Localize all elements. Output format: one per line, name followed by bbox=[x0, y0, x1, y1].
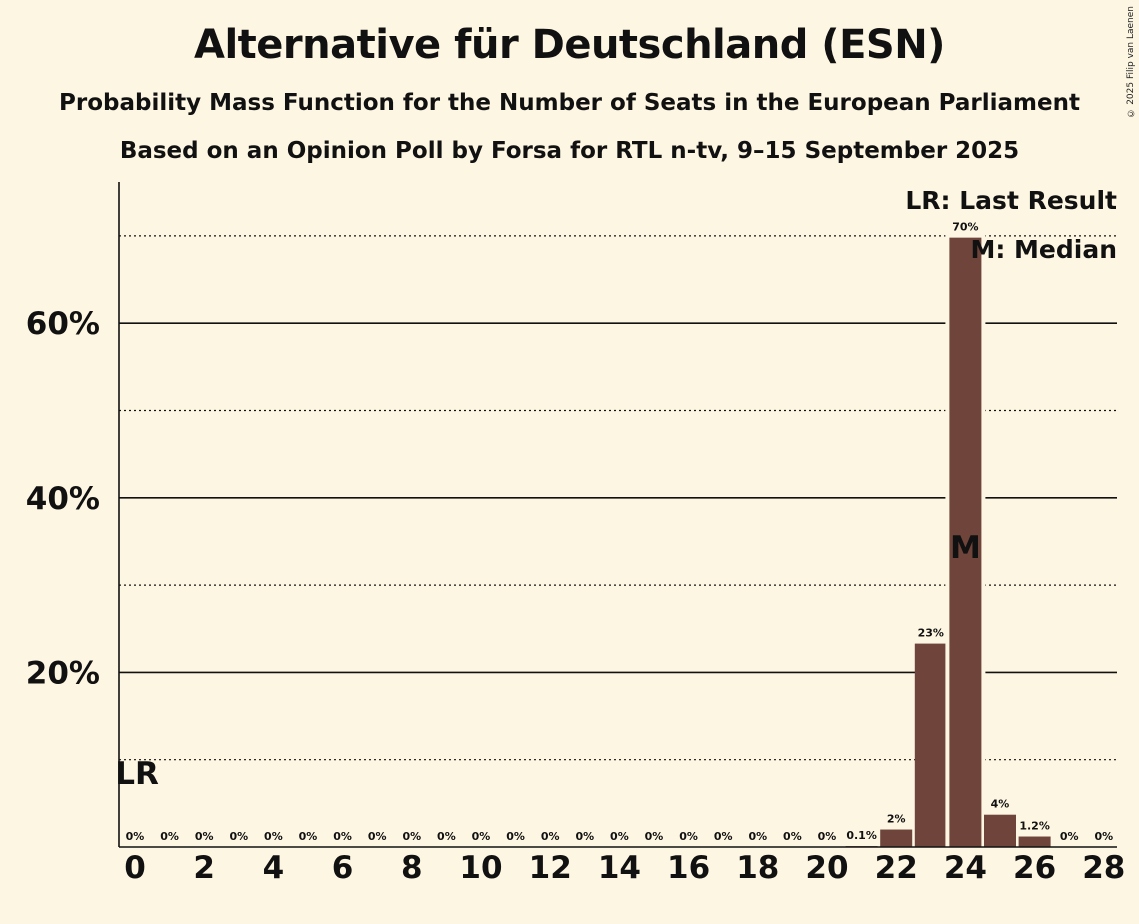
x-tick-6: 6 bbox=[332, 850, 354, 886]
value-label-seat-14: 0% bbox=[610, 830, 629, 843]
markers: LR M bbox=[115, 530, 981, 792]
bar-seat-24 bbox=[949, 237, 982, 847]
chart-source-subtitle: Based on an Opinion Poll by Forsa for RT… bbox=[119, 138, 1020, 164]
value-label-seat-21: 0.1% bbox=[846, 829, 877, 842]
value-label-seat-25: 4% bbox=[991, 798, 1010, 811]
x-tick-26: 26 bbox=[1013, 850, 1056, 886]
value-label-seat-4: 0% bbox=[264, 830, 283, 843]
value-label-seat-3: 0% bbox=[229, 830, 248, 843]
value-label-seat-8: 0% bbox=[402, 830, 421, 843]
x-tick-22: 22 bbox=[875, 850, 918, 886]
last-result-marker: LR bbox=[115, 756, 159, 792]
axes bbox=[118, 182, 1117, 848]
value-label-seat-10: 0% bbox=[472, 830, 491, 843]
x-tick-28: 28 bbox=[1082, 850, 1125, 886]
value-label-seat-22: 2% bbox=[887, 813, 906, 826]
bar-seat-23 bbox=[914, 643, 947, 847]
value-label-seat-24: 70% bbox=[952, 221, 978, 234]
y-tick-60: 60% bbox=[26, 306, 100, 342]
y-tick-labels: 20% 40% 60% bbox=[26, 306, 100, 691]
legend-median: M: Median bbox=[970, 235, 1117, 264]
x-tick-20: 20 bbox=[805, 850, 848, 886]
value-label-seat-0: 0% bbox=[126, 830, 145, 843]
bar-seat-22 bbox=[880, 829, 913, 847]
value-label-seat-7: 0% bbox=[368, 830, 387, 843]
x-tick-24: 24 bbox=[944, 850, 987, 886]
x-tick-8: 8 bbox=[401, 850, 423, 886]
bar-seat-25 bbox=[984, 814, 1016, 847]
value-label-seat-9: 0% bbox=[437, 830, 456, 843]
x-tick-18: 18 bbox=[736, 850, 779, 886]
value-label-seat-28: 0% bbox=[1094, 830, 1113, 843]
value-label-seat-18: 0% bbox=[748, 830, 767, 843]
value-label-seat-5: 0% bbox=[299, 830, 318, 843]
x-tick-labels: 0 2 4 6 8 10 12 14 16 18 20 22 24 26 28 bbox=[124, 850, 1125, 886]
value-labels: 0% 0% 0% 0% 0% 0% 0% 0% 0% 0% 0% 0% 0% 0% 0% 0% 0% 0% 0% 0%… bbox=[126, 221, 1113, 843]
x-tick-10: 10 bbox=[459, 850, 502, 886]
y-tick-40: 40% bbox=[26, 481, 100, 517]
bar-seat-26 bbox=[1018, 836, 1051, 847]
legend-last-result: LR: Last Result bbox=[905, 186, 1117, 215]
value-label-seat-17: 0% bbox=[714, 830, 733, 843]
value-label-seat-13: 0% bbox=[575, 830, 594, 843]
value-label-seat-11: 0% bbox=[506, 830, 525, 843]
value-label-seat-12: 0% bbox=[541, 830, 560, 843]
value-label-seat-23: 23% bbox=[918, 627, 944, 640]
y-tick-20: 20% bbox=[26, 655, 100, 691]
median-marker: M bbox=[950, 530, 981, 566]
value-label-seat-20: 0% bbox=[818, 830, 837, 843]
x-tick-12: 12 bbox=[529, 850, 572, 886]
value-label-seat-2: 0% bbox=[195, 830, 214, 843]
chart-subtitle: Probability Mass Function for the Number… bbox=[59, 90, 1080, 116]
bars bbox=[845, 233, 1051, 847]
x-tick-14: 14 bbox=[598, 850, 641, 886]
value-label-seat-6: 0% bbox=[333, 830, 352, 843]
x-tick-0: 0 bbox=[124, 850, 146, 886]
value-label-seat-15: 0% bbox=[645, 830, 664, 843]
value-label-seat-27: 0% bbox=[1060, 830, 1079, 843]
value-label-seat-26: 1.2% bbox=[1019, 820, 1050, 833]
x-tick-4: 4 bbox=[263, 850, 285, 886]
x-tick-16: 16 bbox=[667, 850, 710, 886]
chart-title: Alternative für Deutschland (ESN) bbox=[194, 22, 945, 68]
value-label-seat-19: 0% bbox=[783, 830, 802, 843]
value-label-seat-1: 0% bbox=[160, 830, 179, 843]
value-label-seat-16: 0% bbox=[679, 830, 698, 843]
x-tick-2: 2 bbox=[193, 850, 215, 886]
